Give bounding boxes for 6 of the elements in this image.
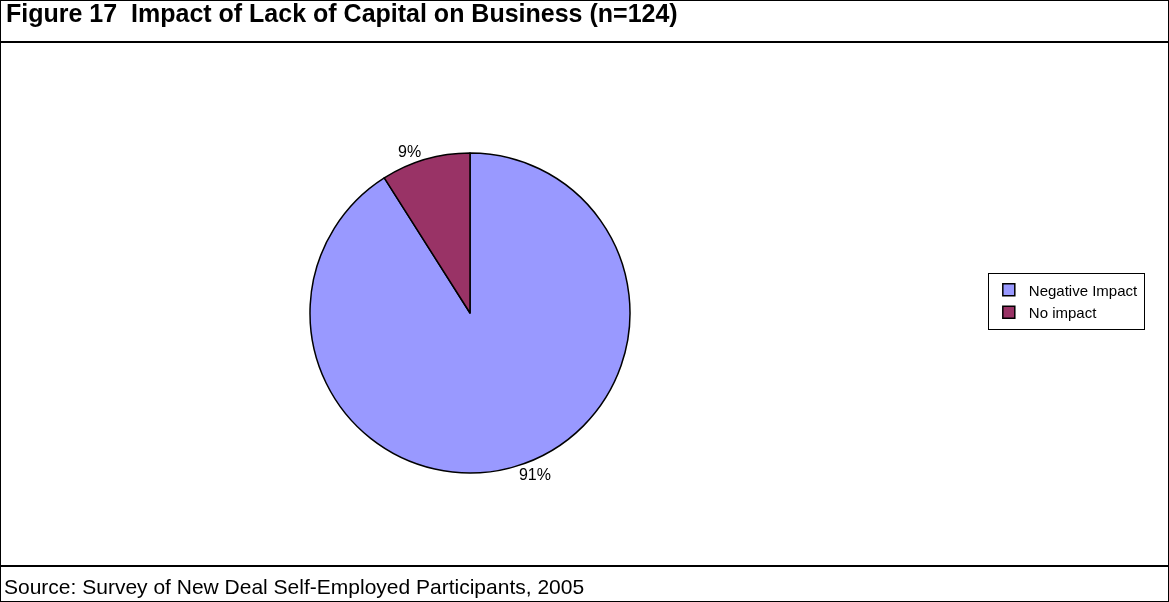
chart-title: Figure 17 Impact of Lack of Capital on Business (n=124) xyxy=(6,0,678,27)
legend-label: Negative Impact xyxy=(1028,281,1139,299)
legend-label: No impact xyxy=(1028,304,1098,322)
data-label: 9% xyxy=(397,143,422,161)
data-label: 91% xyxy=(518,465,551,483)
source-note: Source: Survey of New Deal Self-Employed Participants, 2005 xyxy=(4,575,585,598)
